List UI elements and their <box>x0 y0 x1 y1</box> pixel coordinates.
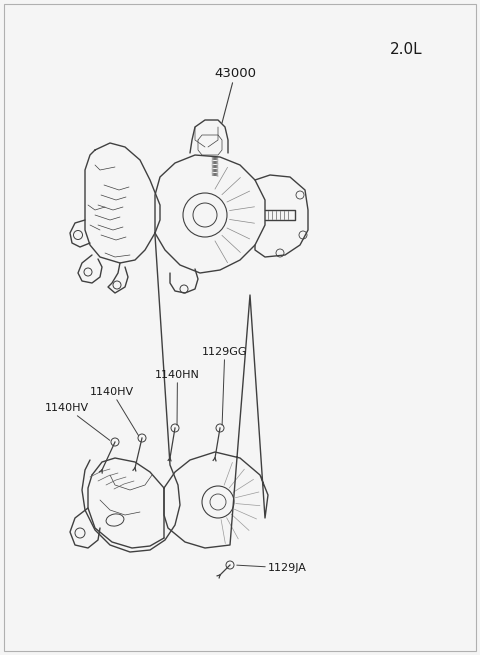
Text: 1129JA: 1129JA <box>237 563 307 573</box>
Text: 43000: 43000 <box>214 67 256 123</box>
Text: 1140HV: 1140HV <box>45 403 110 440</box>
Text: 1129GG: 1129GG <box>202 347 248 425</box>
Text: 1140HV: 1140HV <box>90 387 139 436</box>
Text: 2.0L: 2.0L <box>390 42 422 57</box>
Text: 1140HN: 1140HN <box>155 370 200 425</box>
